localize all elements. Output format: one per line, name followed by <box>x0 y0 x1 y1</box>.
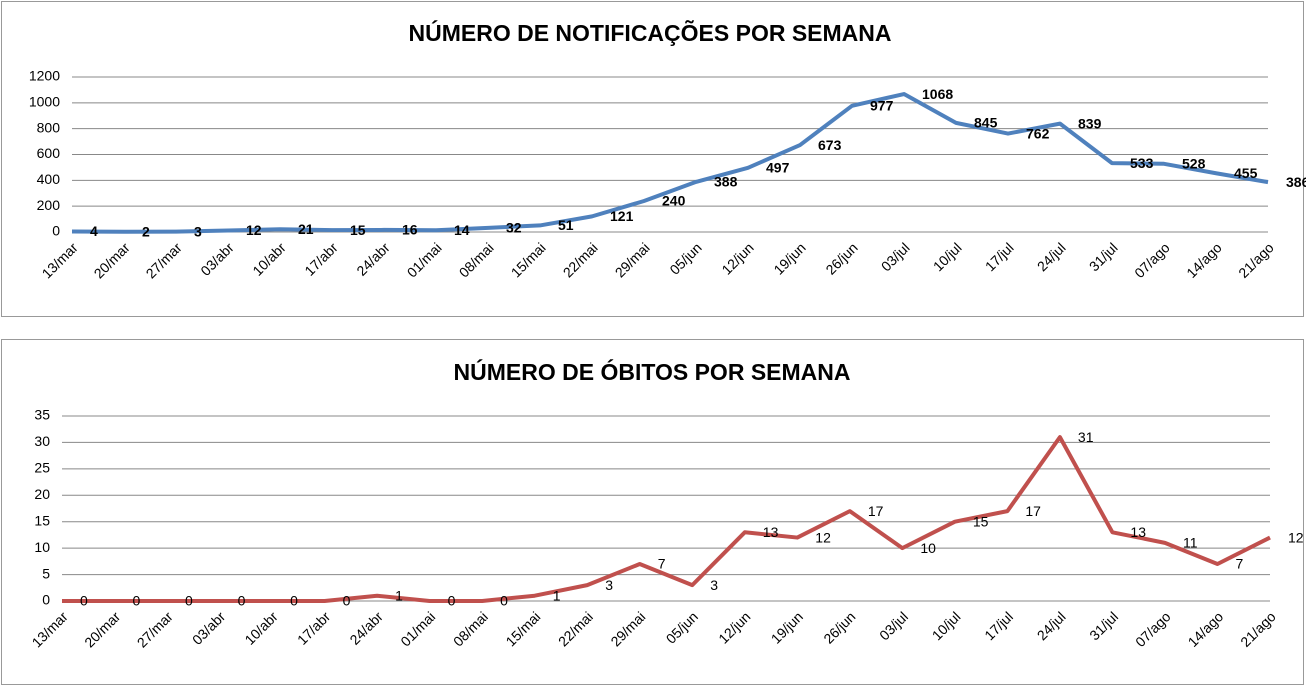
data-label: 14 <box>454 222 470 238</box>
line <box>62 435 1271 603</box>
data-label: 0 <box>80 593 88 609</box>
y-tick-label: 5 <box>42 565 50 581</box>
data-label: 3 <box>605 577 613 593</box>
data-label: 21 <box>298 221 314 237</box>
data-label: 51 <box>558 217 574 233</box>
data-label: 528 <box>1182 156 1206 172</box>
data-label: 17 <box>868 503 884 519</box>
data-label: 455 <box>1234 165 1258 181</box>
chart-title: NÚMERO DE NOTIFICAÇÕES POR SEMANA <box>408 19 891 46</box>
y-tick-label: 600 <box>37 145 61 161</box>
data-label: 4 <box>90 223 98 239</box>
y-tick-label: 15 <box>34 512 50 528</box>
data-label: 533 <box>1130 155 1154 171</box>
data-label: 31 <box>1078 429 1094 445</box>
data-label: 13 <box>763 524 779 540</box>
data-label: 388 <box>714 174 738 190</box>
data-label: 32 <box>506 220 522 236</box>
data-label: 12 <box>815 529 831 545</box>
data-label: 497 <box>766 160 790 176</box>
chart-title: NÚMERO DE ÓBITOS POR SEMANA <box>454 358 851 385</box>
y-tick-label: 20 <box>34 486 50 502</box>
data-label: 845 <box>974 115 998 131</box>
y-tick-label: 200 <box>37 197 61 213</box>
y-tick-label: 400 <box>37 171 61 187</box>
data-label: 1 <box>395 587 403 603</box>
data-label: 15 <box>973 513 989 529</box>
y-tick-label: 1000 <box>29 94 60 110</box>
data-label: 11 <box>1183 535 1198 551</box>
data-label: 3 <box>710 577 718 593</box>
data-label: 3 <box>194 223 202 239</box>
line <box>71 92 1269 234</box>
data-label: 1068 <box>922 86 953 102</box>
y-tick-label: 30 <box>34 433 50 449</box>
panel <box>1 339 1304 685</box>
data-label: 762 <box>1026 125 1050 141</box>
y-tick-label: 800 <box>37 119 61 135</box>
panel <box>1 1 1304 317</box>
y-tick-label: 1200 <box>29 68 60 84</box>
data-label: 17 <box>1025 503 1041 519</box>
data-label: 7 <box>1235 556 1243 572</box>
data-label: 12 <box>1288 529 1304 545</box>
data-label: 673 <box>818 137 842 153</box>
data-label: 0 <box>185 593 193 609</box>
y-tick-label: 10 <box>34 539 50 555</box>
data-label: 0 <box>290 593 298 609</box>
y-tick-label: 25 <box>34 460 50 476</box>
data-label: 10 <box>920 540 936 556</box>
data-label: 977 <box>870 98 894 114</box>
data-label: 2 <box>142 223 150 239</box>
data-label: 7 <box>658 556 666 572</box>
data-label: 0 <box>500 593 508 609</box>
y-tick-label: 35 <box>34 407 50 423</box>
data-label: 0 <box>133 593 141 609</box>
data-label: 121 <box>610 208 634 224</box>
data-label: 12 <box>246 222 262 238</box>
data-label: 1 <box>553 587 561 603</box>
data-label: 0 <box>238 593 246 609</box>
data-label: 0 <box>448 593 456 609</box>
data-label: 15 <box>350 222 366 238</box>
y-tick-label: 0 <box>42 592 50 608</box>
data-label: 240 <box>662 193 686 209</box>
data-label: 0 <box>343 593 351 609</box>
data-label: 13 <box>1130 524 1146 540</box>
y-tick-label: 0 <box>52 223 60 239</box>
data-label: 386 <box>1286 174 1306 190</box>
data-label: 16 <box>402 222 418 238</box>
data-label: 839 <box>1078 115 1102 131</box>
